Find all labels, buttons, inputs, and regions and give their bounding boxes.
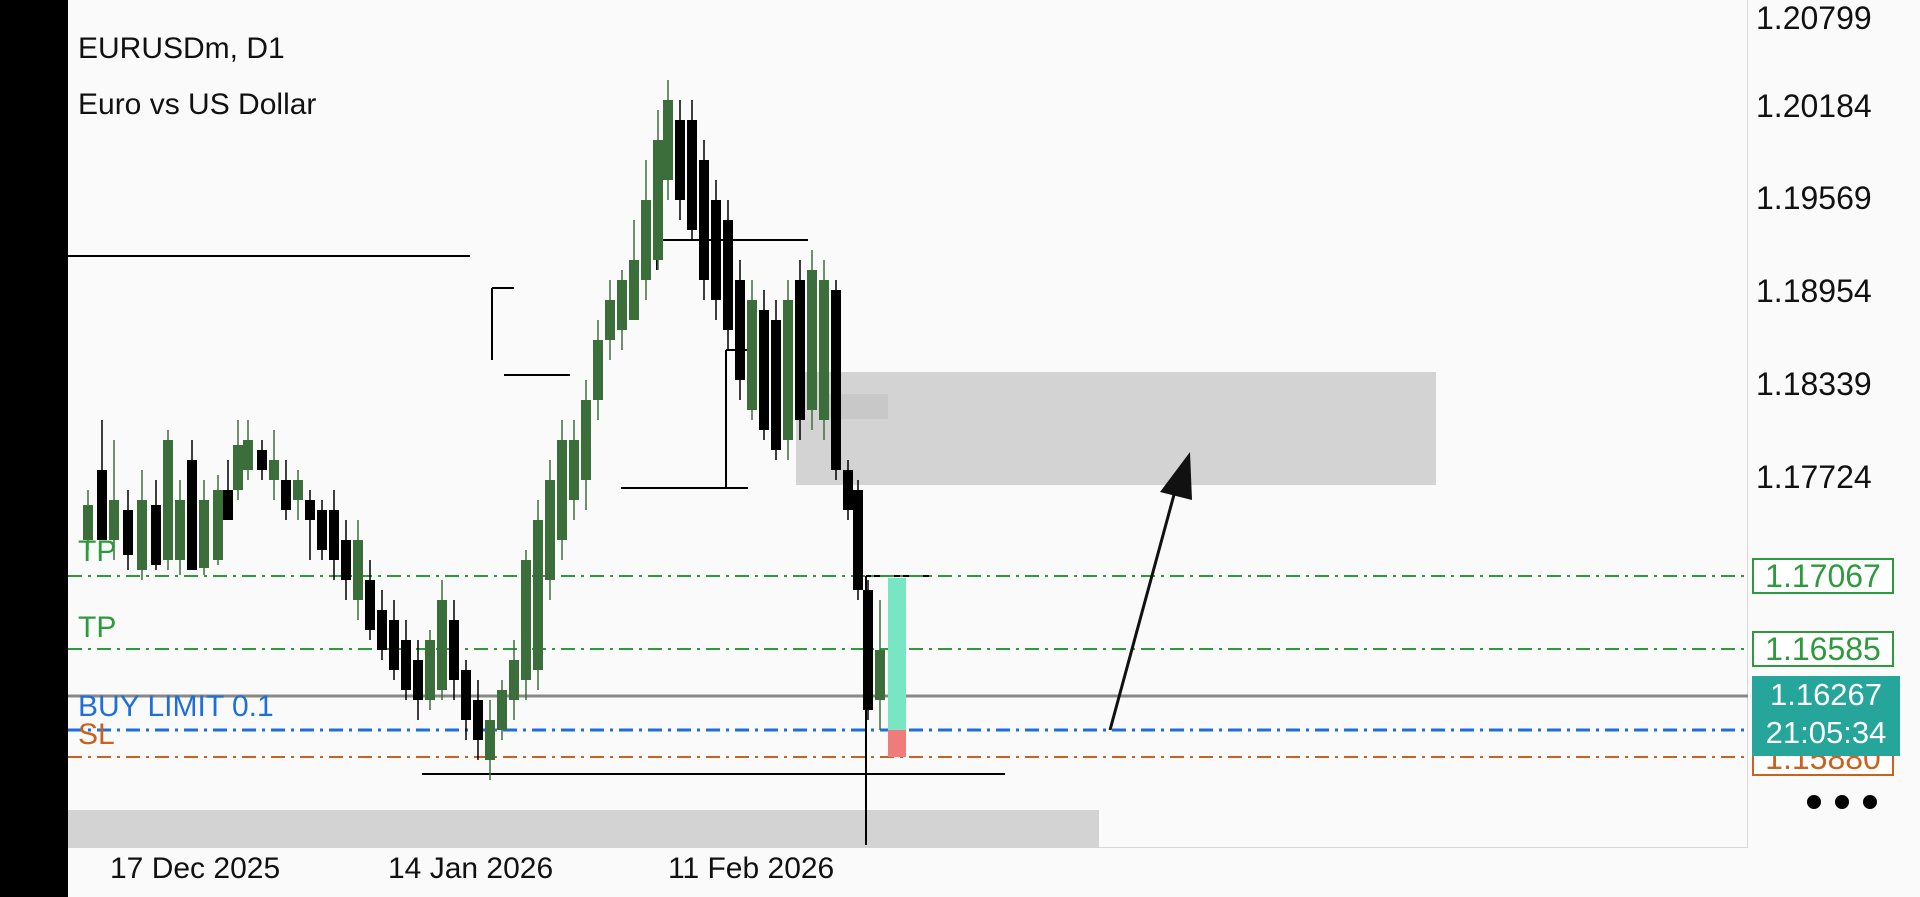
bar-countdown: 21:05:34 — [1765, 715, 1887, 750]
candle-body — [317, 510, 327, 550]
candle-body — [509, 660, 519, 700]
candle-body — [109, 500, 119, 540]
candle-body — [593, 340, 603, 400]
candle-body — [533, 520, 543, 670]
buy-limit-label[interactable]: BUY LIMIT 0.1 — [78, 690, 274, 723]
candle-body — [257, 450, 267, 470]
candle-body — [353, 540, 363, 600]
candle-body — [485, 720, 495, 760]
candle-body — [521, 560, 531, 680]
candle-body — [413, 660, 423, 700]
candle-body — [875, 650, 885, 700]
candle-body — [723, 220, 733, 330]
more-dots-icon[interactable] — [1804, 785, 1884, 815]
candle-body — [863, 590, 873, 710]
demand-zone-bottom — [68, 810, 1099, 848]
tp1-label[interactable]: TP — [78, 535, 117, 568]
left-edge-bar — [0, 0, 68, 897]
candle-body — [437, 600, 447, 690]
tp2-label[interactable]: TP — [78, 611, 117, 644]
candle-body — [243, 440, 253, 470]
candle-body — [735, 280, 745, 380]
candle-body — [759, 310, 769, 430]
candle-body — [629, 260, 639, 320]
candle-body — [187, 460, 197, 570]
tp-position-box — [888, 578, 906, 730]
candle-body — [137, 500, 147, 570]
current-price-tag: 1.16267 21:05:34 — [1752, 676, 1900, 756]
tp1-price-box[interactable]: 1.17067 — [1752, 558, 1894, 594]
price-tick: 1.20799 — [1756, 0, 1872, 36]
candle-body — [123, 510, 133, 555]
candle-body — [699, 160, 709, 280]
candle-body — [175, 500, 185, 560]
candle-body — [569, 440, 579, 500]
candle-body — [819, 280, 829, 420]
candle-body — [641, 200, 651, 280]
candle-body — [581, 400, 591, 480]
candle-body — [389, 620, 399, 670]
candle-body — [401, 640, 411, 690]
supply-zone — [796, 372, 1436, 485]
candle-body — [783, 300, 793, 440]
candle-body — [341, 540, 351, 580]
candle-body — [853, 490, 863, 590]
candle-body — [473, 700, 483, 740]
date-tick: 17 Dec 2025 — [110, 852, 281, 885]
candle-body — [831, 290, 841, 470]
candlesticks — [83, 80, 885, 780]
price-chart[interactable] — [68, 0, 1748, 848]
candle-body — [557, 440, 567, 540]
up-arrow-icon — [1108, 452, 1192, 731]
candle-body — [97, 470, 107, 540]
candle-body — [199, 500, 209, 568]
candle-body — [151, 505, 161, 565]
candle-body — [711, 200, 721, 300]
candle-body — [223, 490, 233, 520]
candle-body — [269, 460, 279, 480]
tp2-price-box[interactable]: 1.16585 — [1752, 631, 1894, 667]
candle-body — [687, 120, 697, 230]
date-tick: 14 Jan 2026 — [388, 852, 554, 885]
price-tick: 1.20184 — [1756, 88, 1872, 124]
candle-body — [545, 480, 555, 580]
symbol-timeframe: EURUSDm, D1 — [78, 32, 285, 65]
candle-body — [663, 100, 673, 180]
candle-body — [653, 140, 663, 260]
candle-body — [377, 610, 387, 650]
candle-body — [747, 300, 757, 410]
candle-body — [497, 690, 507, 730]
candle-body — [675, 120, 685, 200]
candle-body — [329, 510, 339, 560]
candle-body — [617, 280, 627, 330]
candle-body — [795, 280, 805, 420]
sl-position-box — [888, 730, 906, 757]
candle-body — [449, 620, 459, 680]
candle-body — [293, 480, 303, 500]
candle-body — [233, 445, 243, 490]
candle-body — [461, 670, 471, 720]
date-tick: 11 Feb 2026 — [668, 852, 835, 885]
current-price: 1.16267 — [1769, 677, 1883, 712]
candle-body — [807, 270, 817, 410]
price-tick: 1.18954 — [1756, 273, 1872, 309]
candle-body — [425, 640, 435, 700]
candle-body — [771, 320, 781, 450]
candle-body — [365, 580, 375, 630]
candle-body — [305, 500, 315, 520]
candle-body — [281, 480, 291, 510]
candle-body — [163, 440, 173, 560]
candle-body — [843, 470, 853, 510]
candle-body — [605, 300, 615, 340]
price-tick: 1.19569 — [1756, 180, 1872, 216]
candle-body — [83, 505, 93, 540]
chart-area[interactable] — [68, 0, 1748, 848]
price-tick: 1.18339 — [1756, 366, 1872, 402]
sl-label[interactable]: SL — [78, 718, 115, 751]
candle-body — [213, 490, 223, 560]
price-tick: 1.17724 — [1756, 459, 1872, 495]
symbol-description: Euro vs US Dollar — [78, 88, 317, 121]
